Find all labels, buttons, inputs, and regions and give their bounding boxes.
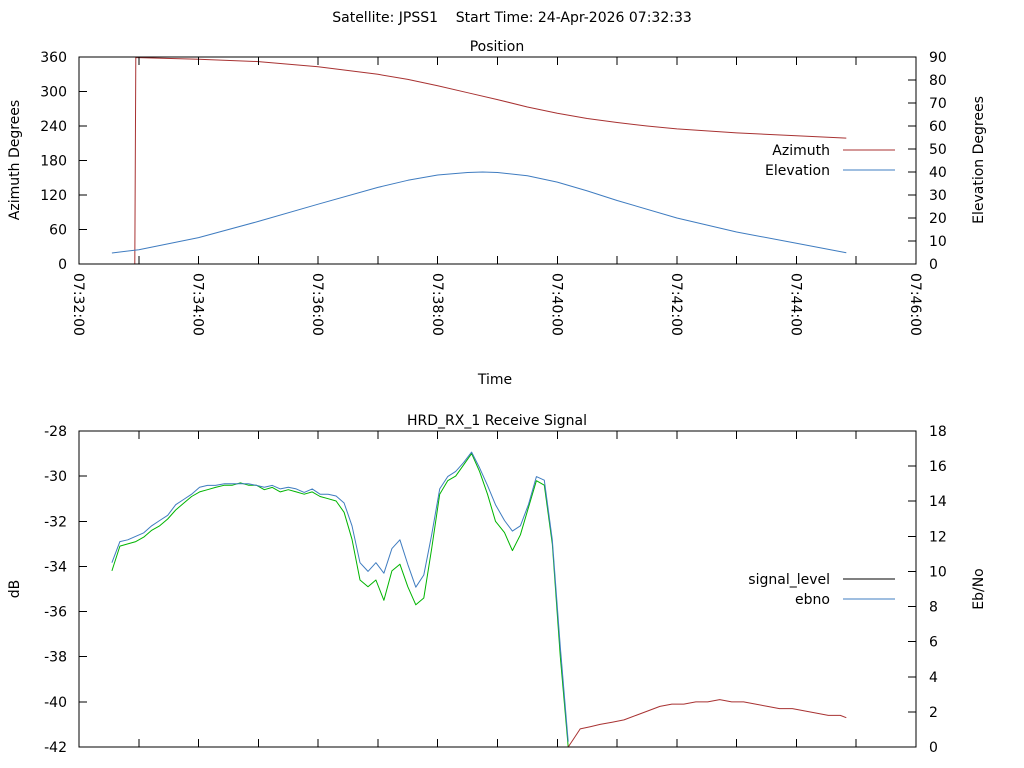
x-tick-label: 07:46:00 — [907, 273, 923, 336]
y2-tick-label: 80 — [929, 73, 947, 89]
chart-title: HRD_RX_1 Receive Signal — [407, 413, 587, 429]
y2-tick-label: 0 — [929, 257, 938, 273]
y-tick-label: 180 — [40, 154, 67, 170]
y-tick-label: 120 — [40, 188, 67, 204]
y2-tick-label: 10 — [929, 234, 947, 250]
figure-title: Satellite: JPSS1 Start Time: 24-Apr-2026… — [332, 10, 692, 26]
y-tick-label: -40 — [44, 695, 67, 711]
unlabeled-2-series-line — [567, 699, 847, 748]
legend-label: signal_level — [748, 572, 830, 588]
x-tick-label: 07:32:00 — [70, 273, 86, 336]
y-tick-label: 60 — [49, 223, 67, 239]
azimuth-series-line — [111, 57, 847, 265]
y2-tick-label: 14 — [929, 494, 947, 510]
elevation-series-line — [111, 171, 847, 254]
y2-tick-label: 10 — [929, 564, 947, 580]
y2-tick-label: 0 — [929, 740, 938, 756]
x-tick-label: 07:40:00 — [548, 273, 564, 336]
chart-title: Position — [470, 39, 525, 55]
y-tick-label: 360 — [40, 50, 67, 66]
legend-label: Elevation — [765, 163, 830, 179]
y2-tick-label: 50 — [929, 142, 947, 158]
legend-label: ebno — [795, 592, 830, 608]
signal-level-series-line — [111, 453, 569, 748]
x-tick-label: 07:36:00 — [309, 273, 325, 336]
x-tick-label: 07:34:00 — [190, 273, 206, 336]
y-tick-label: 300 — [40, 85, 67, 101]
x-tick-label: 07:44:00 — [788, 273, 804, 336]
y-tick-label: -38 — [44, 650, 67, 666]
y2-tick-label: 12 — [929, 529, 947, 545]
x-axis-label: Time — [477, 372, 512, 388]
y-tick-label: 0 — [58, 257, 67, 273]
y-tick-label: -36 — [44, 605, 67, 621]
receive-signal-plot-area: -42 -40 -38 -36 -34 -32 -30 -28 0 2 4 6 8 10 12 14 16 18 s… — [44, 424, 947, 756]
ebno-series-line — [111, 451, 569, 742]
y2-tick-label: 30 — [929, 188, 947, 204]
y-axis-label: Azimuth Degrees — [7, 100, 23, 220]
y-axis-label: dB — [7, 580, 23, 599]
position-plot-area: 07:32:00 07:34:00 07:36:00 07:38:00 07:40:00… — [40, 50, 947, 336]
y2-axis-label: Eb/No — [971, 568, 987, 610]
x-tick-label: 07:38:00 — [429, 273, 445, 336]
y2-tick-label: 40 — [929, 165, 947, 181]
y2-axis-label: Elevation Degrees — [971, 96, 987, 224]
y-tick-label: -28 — [44, 424, 67, 440]
y-tick-label: -32 — [44, 514, 67, 530]
receive-signal-chart: HRD_RX_1 Receive Signal dB Eb/No -42-40-… — [7, 413, 987, 756]
y2-tick-label: 6 — [929, 635, 938, 651]
y-tick-label: 240 — [40, 119, 67, 135]
y2-tick-label: 8 — [929, 600, 938, 616]
y2-tick-label: 18 — [929, 424, 947, 440]
y2-tick-label: 4 — [929, 670, 938, 686]
y2-tick-label: 60 — [929, 119, 947, 135]
y2-tick-label: 2 — [929, 705, 938, 721]
legend-label: Azimuth — [772, 143, 830, 159]
y2-tick-label: 16 — [929, 459, 947, 475]
y2-tick-label: 20 — [929, 211, 947, 227]
y-tick-label: -30 — [44, 469, 67, 485]
y2-tick-label: 70 — [929, 96, 947, 112]
position-chart: Position Azimuth Degrees Elevation Degre… — [7, 39, 987, 388]
y-tick-label: -42 — [44, 740, 67, 756]
y2-tick-label: 90 — [929, 50, 947, 66]
x-tick-label: 07:42:00 — [668, 273, 684, 336]
y-tick-label: -34 — [44, 559, 67, 575]
